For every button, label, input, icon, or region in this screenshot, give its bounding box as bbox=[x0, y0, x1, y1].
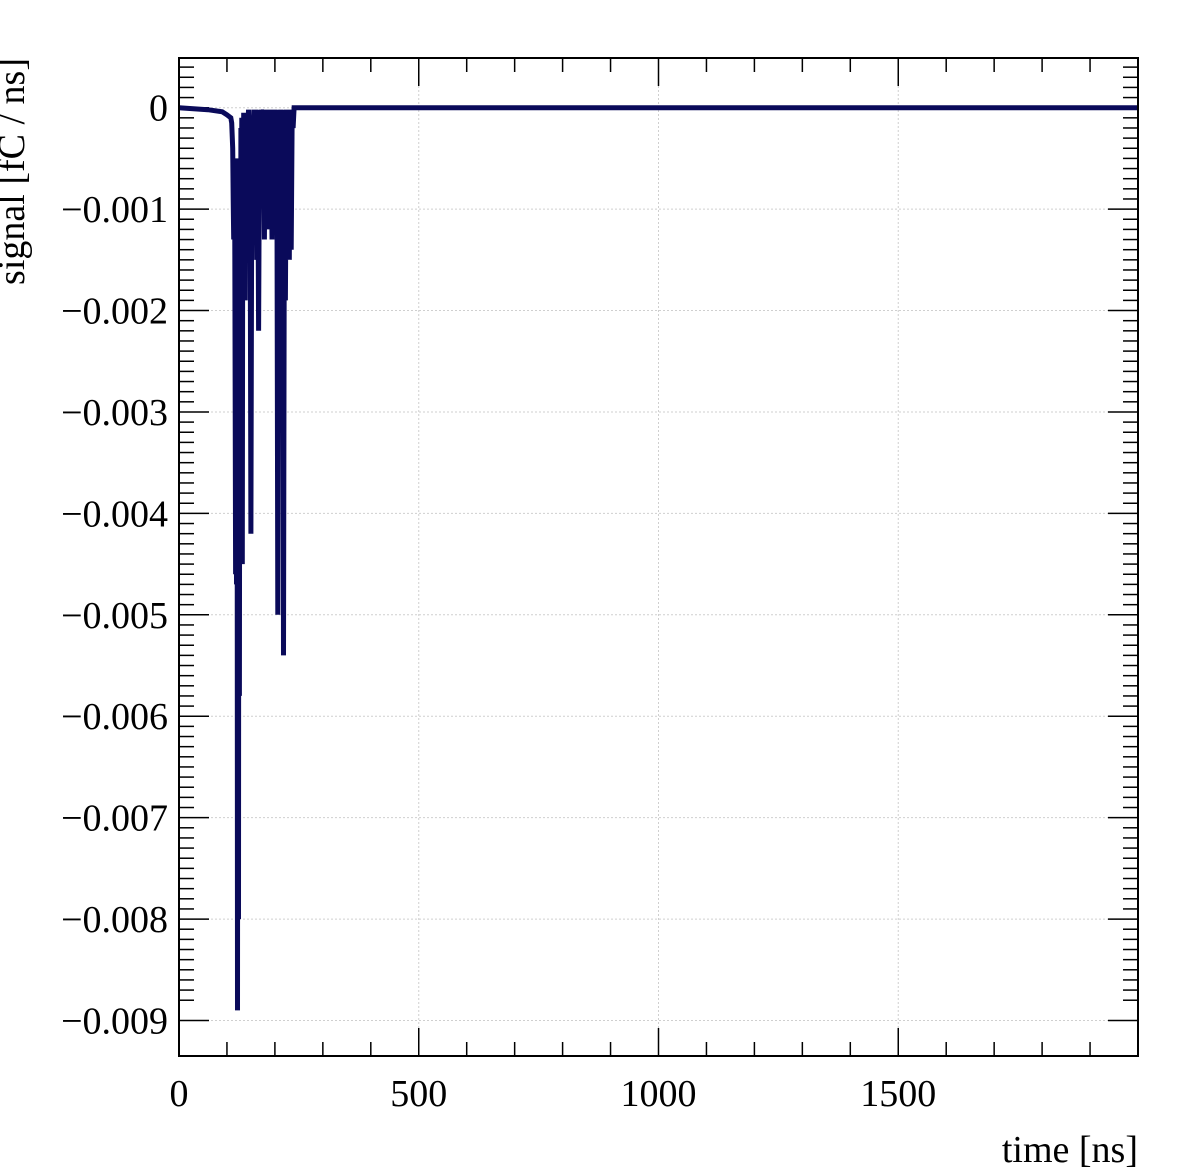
y-axis-title: signal [fC / ns] bbox=[0, 58, 33, 285]
x-axis-title: time [ns] bbox=[1002, 1129, 1138, 1171]
x-tick-label: 1000 bbox=[621, 1073, 697, 1115]
y-tick-label: −0.009 bbox=[61, 1001, 168, 1043]
ticks bbox=[178, 58, 1138, 1056]
y-tick-label: 0 bbox=[149, 88, 168, 130]
tick-labels: 0 500 1000 1500 0 −0.001 −0.002 −0.003 −0.004 −0.… bbox=[61, 88, 936, 1115]
y-tick-label: −0.008 bbox=[61, 899, 168, 941]
x-tick-label: 1500 bbox=[860, 1073, 936, 1115]
x-tick-label: 0 bbox=[170, 1073, 189, 1115]
series bbox=[178, 105, 1138, 1011]
y-tick-label: −0.001 bbox=[61, 189, 168, 231]
y-tick-label: −0.004 bbox=[61, 493, 168, 535]
y-tick-label: −0.007 bbox=[61, 798, 168, 840]
signal-line bbox=[178, 105, 1138, 1011]
plot-frame bbox=[178, 57, 1139, 1057]
y-tick-label: −0.006 bbox=[61, 696, 168, 738]
y-tick-label: −0.002 bbox=[61, 291, 168, 333]
y-tick-label: −0.003 bbox=[61, 392, 168, 434]
x-tick-label: 500 bbox=[390, 1073, 447, 1115]
y-tick-label: −0.005 bbox=[61, 595, 168, 637]
